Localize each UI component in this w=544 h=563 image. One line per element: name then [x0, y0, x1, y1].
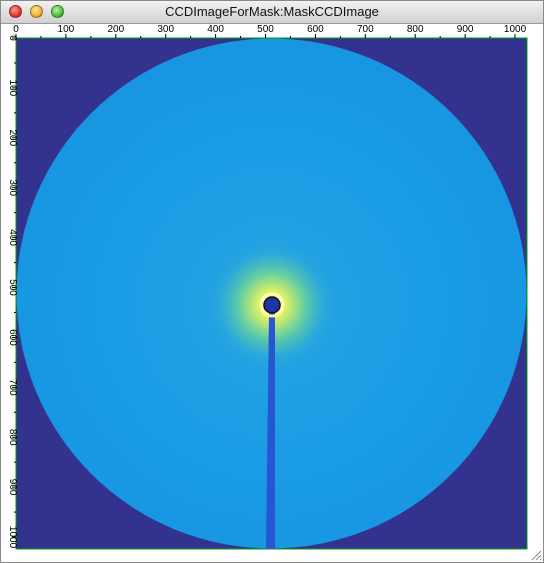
- x-tick-label: 200: [107, 24, 124, 35]
- x-tick-label: 900: [457, 24, 474, 35]
- y-tick-label: 0: [7, 35, 18, 41]
- window-title: CCDImageForMask:MaskCCDImage: [165, 4, 379, 19]
- beamstop-arm: [266, 312, 275, 549]
- zoom-button-icon[interactable]: [51, 5, 64, 18]
- resize-grip-icon[interactable]: [530, 549, 542, 561]
- x-tick-label: 300: [157, 24, 174, 35]
- beamstop-ring: [259, 292, 285, 318]
- x-tick-label: 400: [207, 24, 224, 35]
- y-tick-label: 1000: [7, 526, 18, 549]
- x-tick-label: 1000: [504, 24, 527, 35]
- minimize-button-icon[interactable]: [30, 5, 43, 18]
- y-tick-label: 600: [7, 329, 18, 346]
- y-tick-label: 300: [7, 179, 18, 196]
- image-display-area[interactable]: 0 100 200 300 400 500 600 700 800 900 1000 0 100 200…: [1, 24, 543, 562]
- x-tick-label: 800: [407, 24, 424, 35]
- y-tick-label: 900: [7, 479, 18, 496]
- x-tick-label: 700: [357, 24, 374, 35]
- x-tick-label: 0: [13, 24, 19, 35]
- y-tick-label: 200: [7, 129, 18, 146]
- beamstop-disk: [263, 296, 281, 314]
- y-tick-label: 800: [7, 429, 18, 446]
- ccd-image-plot[interactable]: 0 100 200 300 400 500 600 700 800 900 1000 0 100 200…: [1, 24, 543, 562]
- y-tick-label: 500: [7, 279, 18, 296]
- close-button-icon[interactable]: [9, 5, 22, 18]
- x-tick-label: 500: [257, 24, 274, 35]
- x-axis: 0 100 200 300 400 500 600 700 800 900 1000: [13, 24, 527, 38]
- y-tick-label: 700: [7, 379, 18, 396]
- y-tick-label: 100: [7, 80, 18, 97]
- y-tick-label: 400: [7, 229, 18, 246]
- x-tick-label: 100: [58, 24, 75, 35]
- title-bar[interactable]: CCDImageForMask:MaskCCDImage: [1, 1, 543, 24]
- y-axis: 0 100 200 300 400 500 600 700 800 900 1000: [7, 35, 18, 548]
- x-tick-label: 600: [307, 24, 324, 35]
